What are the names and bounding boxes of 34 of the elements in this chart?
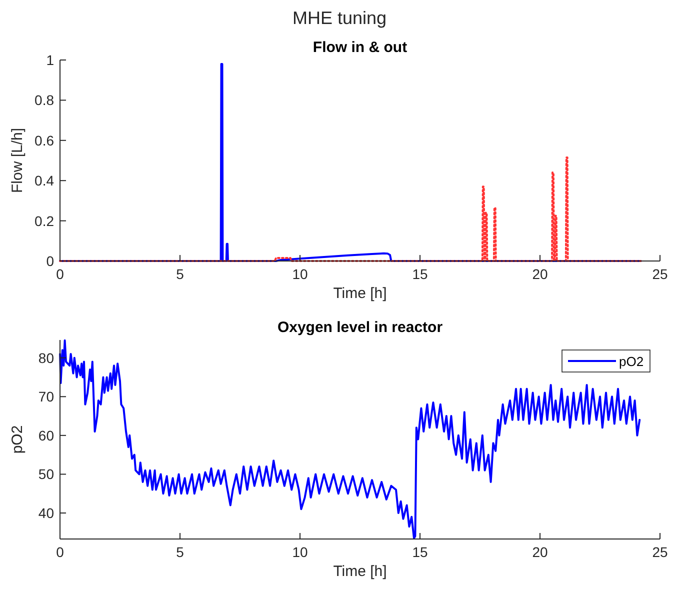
x-tick-label: 5 [176,544,184,560]
y-tick-label: 80 [38,350,54,366]
line-series [59,63,642,262]
y-axis-title: pO2 [9,425,26,454]
x-tick-label: 25 [652,266,668,282]
x-tick-label: 0 [56,266,64,282]
x-tick-label: 15 [412,544,428,560]
x-tick-label: 10 [292,266,308,282]
y-tick-label: 70 [38,388,54,405]
y-tick-label: 40 [38,505,54,522]
x-tick-label: 10 [292,544,308,560]
y-tick-label: 0.4 [34,172,54,189]
x-tick-label: 25 [652,544,668,560]
y-axis-title: Flow [L/h] [9,128,26,194]
line-series [59,156,642,262]
y-tick-label: 1 [46,52,54,68]
x-tick-label: 0 [56,544,64,560]
chart-subtitle: Flow in & out [312,39,408,56]
chart-title: Oxygen level in reactor [277,319,443,336]
line-series [59,339,641,540]
x-tick-label: 15 [412,266,428,282]
x-tick-label: 5 [176,266,184,282]
y-tick-label: 0.6 [34,132,54,148]
y-tick-label: 50 [38,466,54,482]
x-tick-label: 20 [532,266,548,282]
y-tick-label: 60 [38,427,54,444]
chart-title: MHE tuning [292,8,387,28]
x-tick-label: 20 [532,544,548,560]
x-axis-title: Time [h] [333,563,387,580]
y-tick-label: 0.2 [34,212,54,229]
legend-label: pO2 [619,354,644,369]
y-tick-label: 0 [46,253,54,269]
x-axis-title: Time [h] [333,285,387,302]
y-tick-label: 0.8 [34,92,54,108]
